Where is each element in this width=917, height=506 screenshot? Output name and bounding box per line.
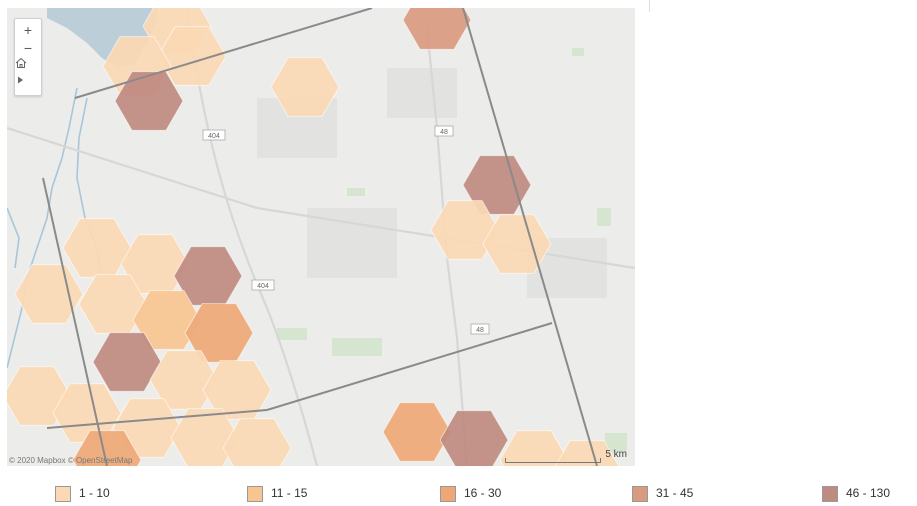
svg-text:404: 404: [257, 283, 269, 290]
hexbin-cell[interactable]: [430, 200, 500, 260]
home-icon: [15, 57, 27, 68]
legend-swatch: [247, 486, 263, 502]
legend-swatch: [55, 486, 71, 502]
home-button[interactable]: [15, 57, 41, 75]
map-controls: + −: [14, 18, 42, 96]
hexbin-cell[interactable]: [132, 290, 202, 350]
scale-bar: [505, 458, 601, 463]
zoom-in-button[interactable]: +: [23, 22, 33, 38]
region-boundaries: [42, 8, 598, 466]
hexbin-cell[interactable]: [402, 8, 472, 50]
road-shield-404-south: 404: [251, 279, 275, 291]
legend-label: 11 - 15: [271, 486, 308, 500]
scale-label: 5 km: [605, 449, 627, 460]
svg-text:404: 404: [208, 133, 220, 140]
svg-text:48: 48: [476, 327, 484, 334]
hexbin-cell[interactable]: [114, 71, 184, 131]
color-legend: 1 - 10 11 - 15 16 - 30 31 - 45 46 - 130: [0, 478, 917, 506]
road-shield-404-north: 404: [202, 129, 226, 141]
legend-swatch: [632, 486, 648, 502]
road-shield-48-north: 48: [434, 125, 454, 137]
hexbin-cell[interactable]: [92, 332, 162, 392]
hexbin-map[interactable]: 404 404 48 48 + −: [7, 8, 635, 466]
hexbin-cell[interactable]: [499, 430, 569, 466]
map-attribution[interactable]: © 2020 Mapbox © OpenStreetMap: [9, 456, 133, 465]
panel-divider: [649, 0, 650, 12]
hexbin-cell[interactable]: [222, 418, 292, 466]
hexbin-cell[interactable]: [170, 408, 240, 466]
hexbin-cell[interactable]: [482, 214, 552, 274]
hexbin-layer[interactable]: [7, 8, 621, 466]
svg-text:48: 48: [440, 129, 448, 136]
road-shield-48-south: 48: [470, 323, 490, 335]
legend-label: 16 - 30: [464, 486, 502, 500]
hexbin-cell[interactable]: [72, 430, 142, 466]
hexbin-cell[interactable]: [382, 402, 452, 462]
legend-label: 1 - 10: [79, 486, 110, 500]
legend-label: 46 - 130: [846, 486, 891, 500]
play-icon: [18, 76, 23, 84]
park-areas: [277, 48, 627, 453]
zoom-out-button[interactable]: −: [23, 40, 33, 56]
legend-swatch: [822, 486, 838, 502]
hexbin-cell[interactable]: [270, 57, 340, 117]
hexbin-cell[interactable]: [439, 410, 509, 466]
road-shields: 404 404 48 48: [202, 125, 490, 335]
play-button[interactable]: [15, 75, 41, 93]
legend-swatch: [440, 486, 456, 502]
hexbin-cell[interactable]: [553, 440, 621, 466]
map-canvas[interactable]: 404 404 48 48: [7, 8, 635, 466]
legend-label: 31 - 45: [656, 486, 694, 500]
